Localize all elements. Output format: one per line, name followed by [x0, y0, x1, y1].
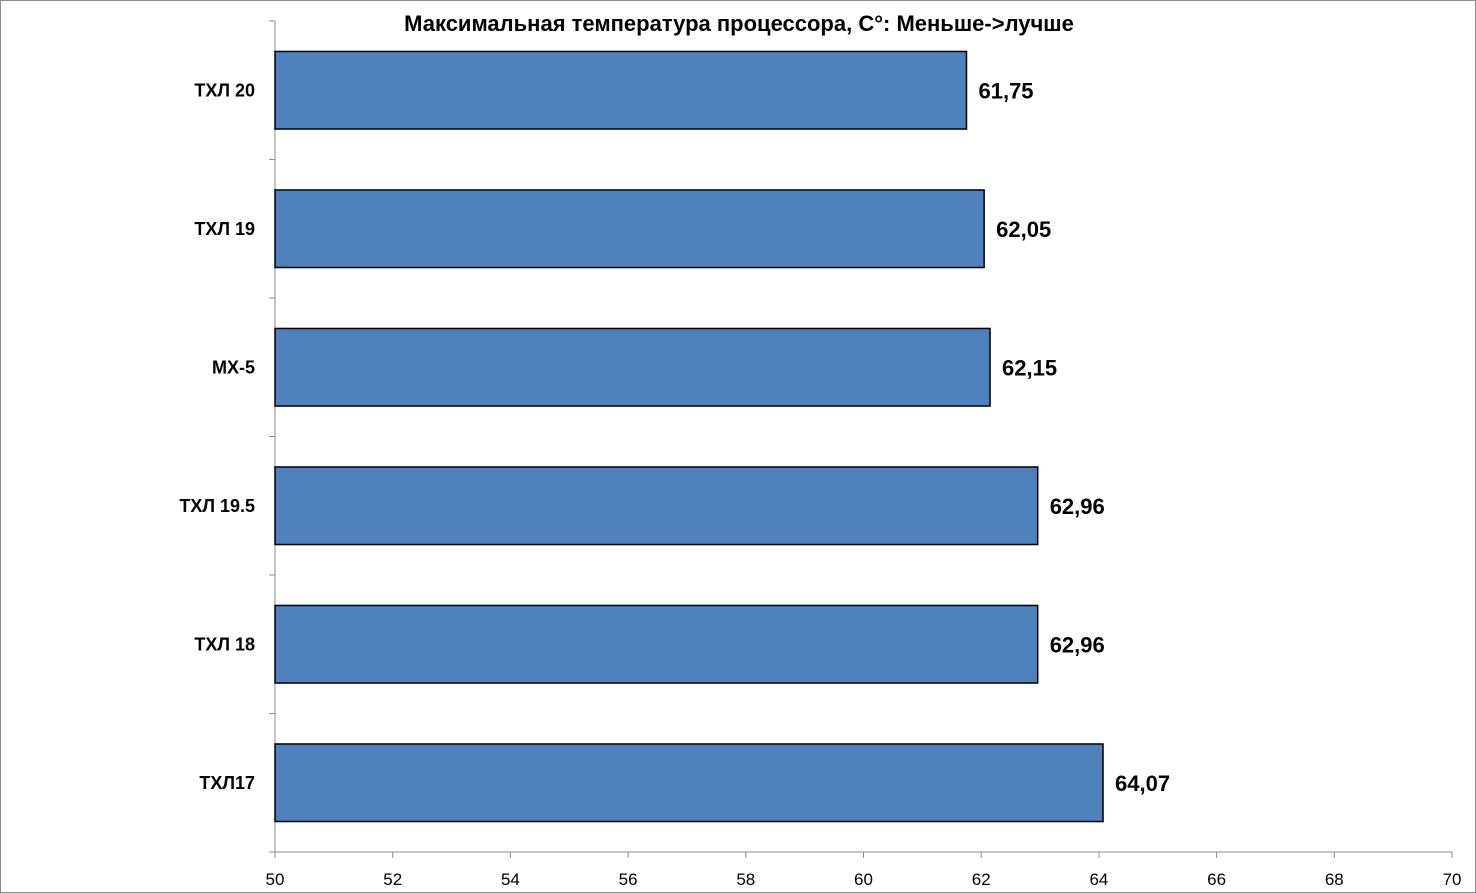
value-label: 64,07: [1115, 771, 1170, 796]
x-tick-label: 56: [619, 870, 638, 889]
bar: [274, 604, 1039, 684]
category-label: MX-5: [212, 357, 255, 377]
chart-title: Максимальная температура процессора, C°:…: [404, 11, 1074, 36]
x-tick-label: 64: [1089, 870, 1108, 889]
x-tick-label: 70: [1443, 870, 1462, 889]
value-label: 62,05: [996, 217, 1051, 242]
bar: [274, 743, 1104, 823]
bar: [274, 189, 985, 269]
x-tick-label: 50: [266, 870, 285, 889]
bar: [274, 50, 968, 130]
category-label: ТХЛ 20: [194, 80, 255, 100]
x-tick-label: 68: [1325, 870, 1344, 889]
category-label: ТХЛ 19: [194, 219, 255, 239]
category-label: ТХЛ17: [199, 773, 255, 793]
category-label: ТХЛ 18: [194, 634, 255, 654]
x-tick-label: 52: [383, 870, 402, 889]
x-tick-label: 66: [1207, 870, 1226, 889]
x-tick-label: 62: [972, 870, 991, 889]
category-label: ТХЛ 19.5: [179, 496, 255, 516]
value-label: 62,15: [1002, 355, 1057, 380]
x-tick-label: 54: [501, 870, 520, 889]
x-tick-label: 58: [736, 870, 755, 889]
x-tick-label: 60: [854, 870, 873, 889]
bar: [274, 466, 1039, 546]
value-label: 62,96: [1050, 632, 1105, 657]
bar: [274, 327, 991, 407]
value-label: 61,75: [978, 78, 1033, 103]
value-label: 62,96: [1050, 494, 1105, 519]
